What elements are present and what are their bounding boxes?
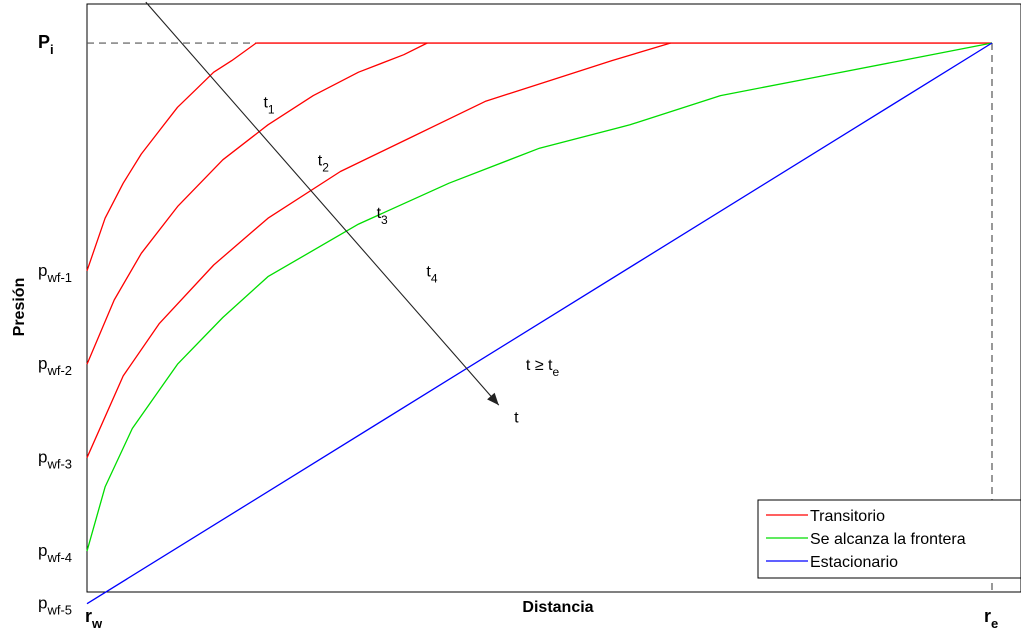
- time-label-4-sub: e: [552, 365, 559, 379]
- x-tick-label-1: re: [984, 606, 998, 631]
- x-axis-label: Distancia: [522, 599, 593, 616]
- time-arrow-head: [487, 392, 499, 406]
- time-label-1-sub: 2: [322, 161, 329, 175]
- time-label-3-main: t: [426, 264, 431, 281]
- y-tick-label-0: Pi: [38, 32, 54, 57]
- series-2-curve-0: [86, 42, 993, 605]
- time-label-2: t3: [377, 205, 388, 227]
- x-tick-label-1-main: r: [984, 606, 991, 626]
- y-tick-label-2-main: p: [38, 354, 47, 373]
- y-tick-label-5-main: p: [38, 594, 47, 613]
- time-label-0: t1: [263, 94, 274, 116]
- time-label-2-sub: 3: [381, 213, 388, 227]
- legend-label-2: Estacionario: [810, 554, 898, 571]
- time-label-3-sub: 4: [431, 272, 438, 286]
- plot-frame: [86, 3, 1021, 593]
- time-label-4-main: t ≥ t: [526, 357, 553, 374]
- y-tick-label-3-main: p: [38, 448, 47, 467]
- y-tick-label-4-main: p: [38, 541, 47, 560]
- x-tick-label-1-sub: e: [991, 616, 998, 631]
- y-tick-label-0-sub: i: [50, 42, 54, 57]
- x-tick-label-0-sub: w: [91, 616, 103, 631]
- series-0-curve-1: [86, 42, 428, 365]
- x-tick-labels: rw re: [85, 606, 998, 631]
- time-label-1-main: t: [318, 153, 323, 170]
- legend-box: [757, 499, 1021, 579]
- y-tick-label-3: pwf-3: [38, 448, 72, 472]
- curves: [86, 42, 993, 605]
- time-label-4: t ≥ te: [526, 357, 560, 379]
- y-tick-label-1-main: p: [38, 261, 47, 280]
- y-tick-label-2-sub: wf-2: [46, 363, 72, 378]
- series-1-curve-0: [86, 42, 993, 552]
- y-tick-label-4: pwf-4: [38, 541, 72, 565]
- y-tick-label-4-sub: wf-4: [46, 550, 72, 565]
- x-tick-label-0-main: r: [85, 606, 92, 626]
- legend-label-1: Se alcanza la frontera: [810, 531, 966, 548]
- y-tick-label-1: pwf-1: [38, 261, 72, 285]
- time-arrow: t: [145, 1, 519, 427]
- y-tick-label-2: pwf-2: [38, 354, 72, 378]
- y-tick-label-1-sub: wf-1: [46, 270, 72, 285]
- time-label-0-sub: 1: [268, 102, 275, 116]
- time-arrow-label: t: [514, 410, 519, 427]
- time-arrow-shaft: [145, 1, 500, 406]
- plot-border: [86, 3, 1021, 593]
- time-label-0-main: t: [263, 94, 268, 111]
- series-0-curve-2: [86, 42, 671, 458]
- y-axis-label: Presión: [11, 278, 28, 337]
- y-tick-label-3-sub: wf-3: [46, 457, 72, 472]
- x-tick-label-0: rw: [85, 606, 103, 631]
- time-label-3: t4: [426, 264, 437, 286]
- series-0-curve-0: [86, 42, 257, 272]
- y-tick-label-5: pwf-5: [38, 594, 72, 618]
- time-label-1: t2: [318, 153, 329, 175]
- time-label-2-main: t: [377, 205, 382, 222]
- legend: Transitorio Se alcanza la frontera Estacio…: [757, 499, 1021, 579]
- y-tick-label-0-main: P: [38, 32, 50, 52]
- y-tick-label-5-sub: wf-5: [46, 603, 72, 618]
- legend-label-0: Transitorio: [810, 508, 885, 525]
